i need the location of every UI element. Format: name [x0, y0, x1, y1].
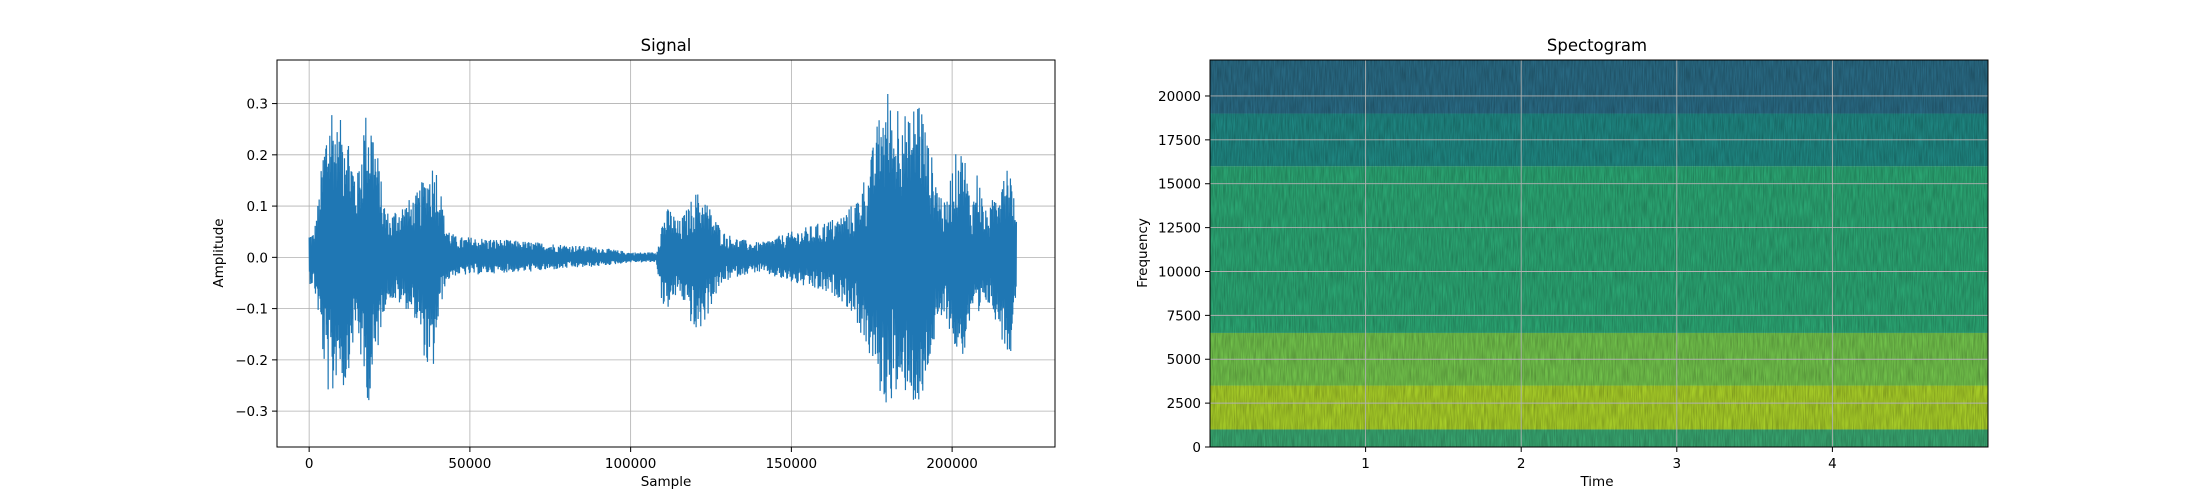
spectrogram-y-tick-label: 5000 [1167, 352, 1201, 368]
spectrogram-y-tick-label: 15000 [1158, 177, 1201, 193]
signal-y-tick-label: −0.2 [235, 353, 268, 369]
signal-panel: Signal 0 50000 100000 150000 200000 −0.3 −0.2… [211, 36, 1056, 490]
signal-x-axis: 0 50000 100000 150000 200000 [305, 447, 978, 472]
signal-x-tick-label: 50000 [448, 456, 491, 472]
signal-axes-frame [276, 59, 1056, 448]
spectrogram-x-axis: 1 2 3 4 [1361, 447, 1837, 472]
spectrogram-title: Spectogram [1547, 36, 1647, 55]
spectrogram-y-tick-label: 7500 [1167, 308, 1201, 324]
signal-y-axis: −0.3 −0.2 −0.1 0.0 0.1 0.2 0.3 [235, 97, 277, 420]
signal-waveform [308, 94, 1018, 403]
spectrogram-x-tick-label: 2 [1517, 456, 1526, 472]
signal-y-tick-label: 0.2 [247, 148, 268, 164]
signal-x-tick-label: 150000 [766, 456, 818, 472]
spectrogram-y-axis: 0 2500 5000 7500 10000 12500 15000 17500 20000 [1158, 89, 1210, 456]
spectrogram-ylabel: Frequency [1135, 218, 1151, 288]
signal-ylabel: Amplitude [211, 218, 227, 287]
signal-y-tick-label: −0.3 [235, 404, 268, 420]
spectrogram-x-tick-label: 4 [1828, 456, 1837, 472]
spectrogram-y-tick-label: 0 [1192, 440, 1201, 456]
spectrogram-panel: Spectogram 1 2 3 4 0 2500 5000 7500 10000 12500 1… [1135, 36, 1989, 490]
signal-y-tick-label: 0.0 [247, 250, 268, 266]
spectrogram-texture [1210, 60, 1988, 447]
spectrogram-xlabel: Time [1579, 474, 1613, 490]
spectrogram-y-tick-label: 17500 [1158, 133, 1201, 149]
spectrogram-axes-frame [1209, 59, 1989, 448]
spectrogram-y-tick-label: 20000 [1158, 89, 1201, 105]
signal-x-tick-label: 200000 [926, 456, 978, 472]
spectrogram-y-tick-label: 10000 [1158, 264, 1201, 280]
signal-x-tick-label: 0 [305, 456, 314, 472]
spectrogram-y-tick-label: 12500 [1158, 221, 1201, 237]
spectrogram-x-tick-label: 1 [1361, 456, 1370, 472]
signal-title: Signal [641, 36, 692, 55]
spectrogram-x-tick-label: 3 [1673, 456, 1682, 472]
signal-xlabel: Sample [641, 474, 692, 490]
signal-x-tick-label: 100000 [605, 456, 657, 472]
signal-y-tick-label: 0.3 [247, 97, 268, 113]
signal-y-tick-label: −0.1 [235, 302, 268, 318]
spectrogram-y-tick-label: 2500 [1167, 396, 1201, 412]
signal-y-tick-label: 0.1 [247, 199, 268, 215]
